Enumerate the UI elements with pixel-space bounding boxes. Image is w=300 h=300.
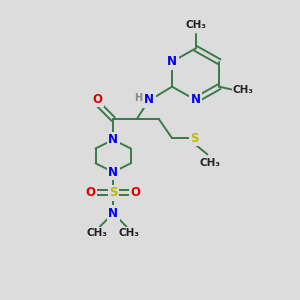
- Text: S: S: [109, 186, 117, 199]
- Text: H: H: [134, 93, 142, 103]
- Text: S: S: [190, 132, 198, 145]
- Text: CH₃: CH₃: [200, 158, 221, 168]
- Text: N: N: [108, 133, 118, 146]
- Text: CH₃: CH₃: [185, 20, 206, 31]
- Text: O: O: [92, 93, 102, 106]
- Text: CH₃: CH₃: [233, 85, 254, 94]
- Text: N: N: [167, 55, 177, 68]
- Text: N: N: [108, 166, 118, 178]
- Text: N: N: [144, 93, 154, 106]
- Text: O: O: [131, 186, 141, 199]
- Text: CH₃: CH₃: [86, 228, 107, 238]
- Text: N: N: [108, 207, 118, 220]
- Text: CH₃: CH₃: [119, 228, 140, 238]
- Text: N: N: [190, 93, 201, 106]
- Text: O: O: [85, 186, 95, 199]
